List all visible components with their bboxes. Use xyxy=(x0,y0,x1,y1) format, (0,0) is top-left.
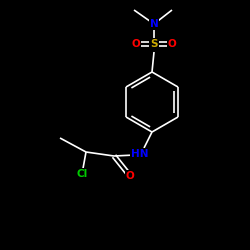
Text: O: O xyxy=(132,39,140,49)
Text: O: O xyxy=(126,171,134,181)
Text: S: S xyxy=(150,39,158,49)
Text: N: N xyxy=(150,19,158,29)
Text: O: O xyxy=(168,39,176,49)
Text: HN: HN xyxy=(131,149,149,159)
Text: Cl: Cl xyxy=(76,169,88,179)
